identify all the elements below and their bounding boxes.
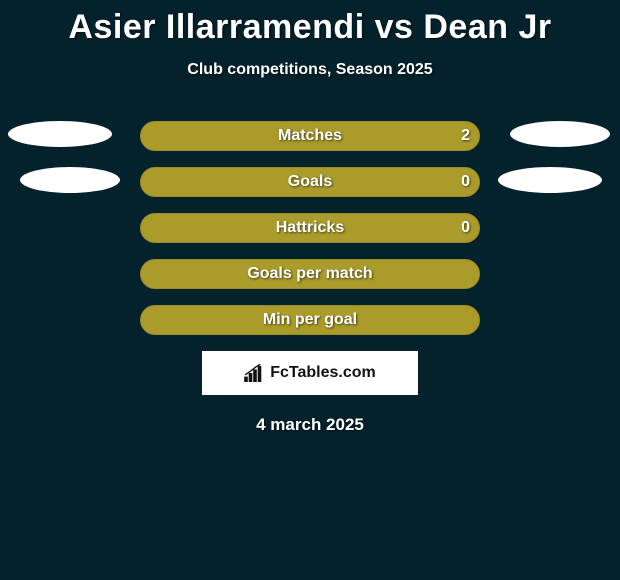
stat-row: Hattricks 0: [0, 213, 620, 243]
comparison-date: 4 march 2025: [0, 415, 620, 435]
stat-value: 2: [461, 121, 470, 151]
stat-value: 0: [461, 213, 470, 243]
stat-row: Goals per match: [0, 259, 620, 289]
stat-row: Goals 0: [0, 167, 620, 197]
stat-bar: [140, 305, 480, 335]
stats-bars: Matches 2 Goals 0 Hattricks 0 Goals per …: [0, 121, 620, 335]
brand-badge: FcTables.com: [202, 351, 418, 395]
bar-chart-icon: [244, 364, 266, 382]
stat-value: 0: [461, 167, 470, 197]
stat-bar: [140, 121, 480, 151]
comparison-subtitle: Club competitions, Season 2025: [0, 61, 620, 79]
brand-text: FcTables.com: [270, 364, 376, 382]
stat-bar: [140, 259, 480, 289]
stat-row: Matches 2: [0, 121, 620, 151]
stat-bar: [140, 213, 480, 243]
stat-bar: [140, 167, 480, 197]
comparison-title: Asier Illarramendi vs Dean Jr: [0, 0, 620, 47]
stat-row: Min per goal: [0, 305, 620, 335]
